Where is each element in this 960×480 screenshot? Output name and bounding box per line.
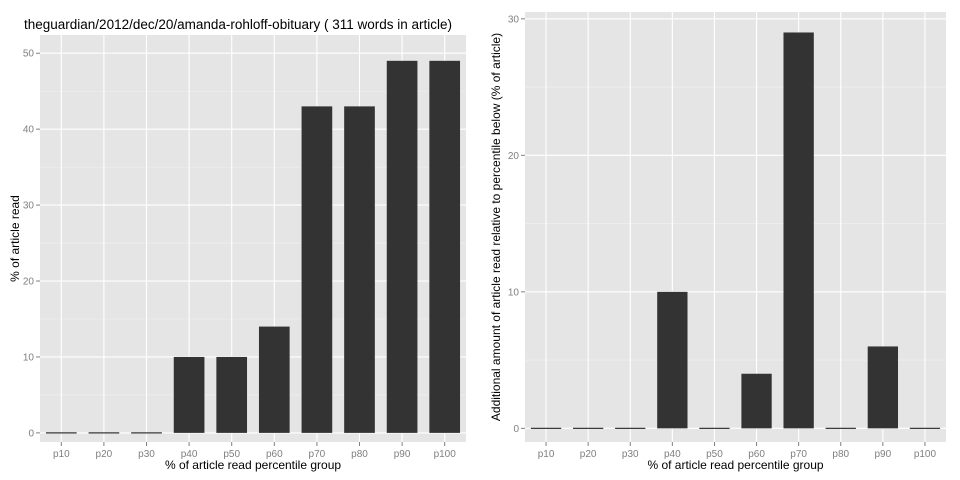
bar-p10 — [45, 432, 77, 434]
y-tick-label: 30 — [23, 201, 35, 212]
y-tick-label: 20 — [23, 277, 35, 288]
y-tick-label: 20 — [508, 151, 520, 162]
x-tick-label: p10 — [53, 449, 70, 460]
bar-p60 — [741, 373, 772, 429]
bar-p60 — [258, 326, 290, 433]
chart-panel-1: 0 10 20 30 40 50 p10 p20 p30 p40 p50 p60 p70 p80 p90 p1… — [8, 17, 466, 472]
bar-p30 — [131, 432, 162, 434]
chart-title: theguardian/2012/dec/20/amanda-rohloff-o… — [24, 17, 452, 32]
y-axis-title: % of article read — [8, 195, 22, 282]
x-tick-label: p30 — [138, 449, 155, 460]
x-tick-label: p20 — [580, 449, 597, 460]
y-tick-label: 0 — [513, 424, 519, 435]
x-tick-label: p100 — [914, 449, 937, 460]
bar-p80 — [825, 427, 856, 429]
x-tick-label: p60 — [266, 449, 283, 460]
y-tick-label: 10 — [508, 287, 520, 298]
bar-p90 — [867, 346, 899, 429]
bar-p80 — [344, 106, 375, 433]
y-tick-label: 0 — [28, 428, 34, 439]
bar-p50 — [216, 356, 248, 433]
x-tick-label: p90 — [875, 449, 892, 460]
bar-p20 — [88, 432, 120, 434]
x-axis-title: % of article read percentile group — [647, 458, 823, 472]
bar-p90 — [386, 60, 418, 433]
chart-panel-2: 0 10 20 30 p10 p20 p30 p40 p50 p60 p70 p80 p90 p100 % … — [489, 12, 946, 472]
x-tick-label: p40 — [181, 449, 198, 460]
x-tick-label: p80 — [832, 449, 849, 460]
y-tick-label: 50 — [23, 49, 35, 60]
bar-p40 — [173, 356, 205, 433]
x-tick-label: p10 — [538, 449, 555, 460]
x-tick-label: p50 — [223, 449, 240, 460]
x-tick-label: p70 — [790, 449, 807, 460]
bar-p50 — [699, 427, 730, 429]
bar-p70 — [783, 32, 814, 429]
x-tick-label: p90 — [394, 449, 411, 460]
x-tick-label: p70 — [309, 449, 326, 460]
y-tick-label: 40 — [23, 125, 35, 136]
bar-p30 — [615, 427, 646, 429]
bar-p20 — [572, 427, 604, 429]
bar-p40 — [657, 291, 688, 429]
y-axis-title: Additional amount of article read relati… — [489, 33, 503, 421]
x-tick-label: p20 — [96, 449, 113, 460]
x-axis-title: % of article read percentile group — [165, 458, 341, 472]
bar-p100 — [909, 427, 941, 429]
x-tick-label: p80 — [351, 449, 368, 460]
x-tick-label: p50 — [706, 449, 723, 460]
x-tick-label: p40 — [664, 449, 681, 460]
bar-p100 — [429, 60, 461, 433]
y-tick-label: 30 — [508, 14, 520, 25]
bar-p70 — [301, 106, 333, 433]
y-tick-label: 10 — [23, 352, 35, 363]
x-tick-label: p60 — [748, 449, 765, 460]
x-tick-label: p30 — [622, 449, 639, 460]
x-tick-label: p100 — [434, 449, 457, 460]
bar-p10 — [530, 427, 562, 429]
